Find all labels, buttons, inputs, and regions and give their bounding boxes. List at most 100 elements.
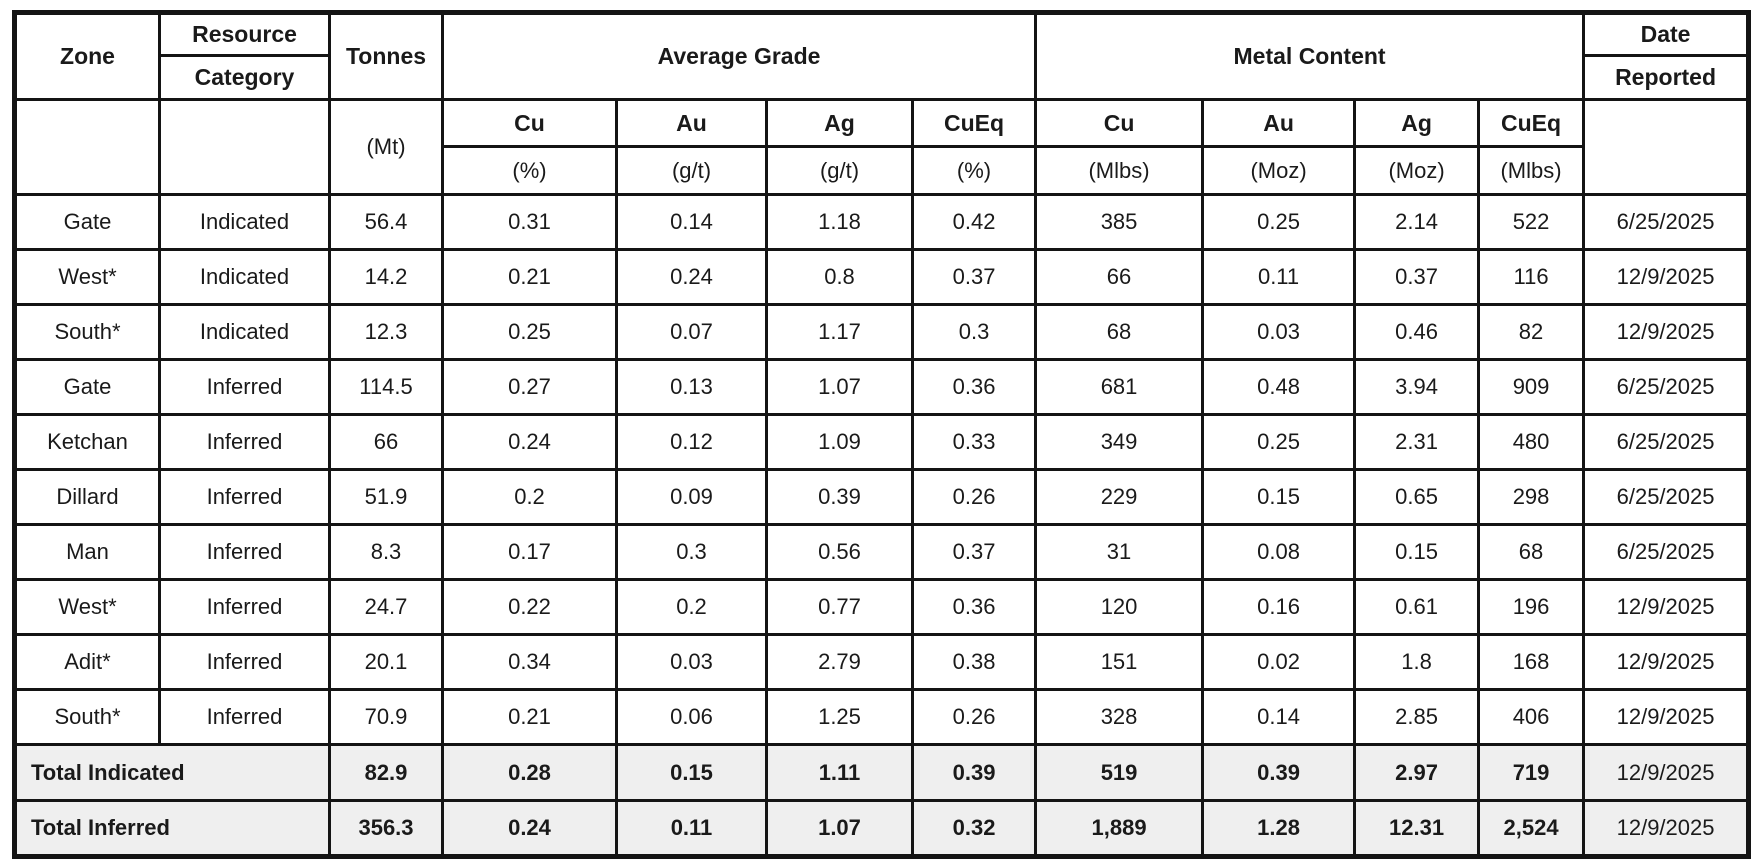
tonnes-cell: 82.9 — [328, 743, 444, 802]
zone-cell: Dillard — [13, 468, 161, 526]
grade-ag-cell: 0.77 — [765, 578, 914, 636]
grade-cu-cell: 0.21 — [441, 688, 618, 746]
date-cell: 12/9/2025 — [1582, 303, 1751, 361]
zone-cell: Gate — [13, 193, 161, 251]
metal-cu-cell: 151 — [1034, 633, 1205, 691]
grade-cu-cell: 0.24 — [441, 413, 618, 471]
tonnes-cell: 8.3 — [328, 523, 444, 581]
metal-ag-cell: 2.31 — [1353, 413, 1481, 471]
date-cell: 6/25/2025 — [1582, 468, 1751, 526]
total-row: Total Indicated 82.9 0.28 0.15 1.11 0.39 519 0.… — [13, 743, 1751, 802]
grade-ag-header: Ag — [765, 98, 914, 148]
grade-au-cell: 0.03 — [615, 633, 768, 691]
date-cell: 6/25/2025 — [1582, 193, 1751, 251]
grade-cueq-cell: 0.42 — [910, 193, 1038, 251]
metal-cu-cell: 120 — [1034, 578, 1205, 636]
grade-cueq-cell: 0.37 — [910, 523, 1038, 581]
category-header: Category — [158, 54, 331, 101]
tonnes-cell: 114.5 — [328, 358, 444, 416]
grade-cu-cell: 0.24 — [441, 799, 618, 858]
tonnes-cell: 24.7 — [328, 578, 444, 636]
metal-cu-cell: 31 — [1034, 523, 1205, 581]
grade-cu-cell: 0.31 — [441, 193, 618, 251]
grade-ag-cell: 1.09 — [765, 413, 914, 471]
grade-au-cell: 0.06 — [615, 688, 768, 746]
grade-ag-cell: 1.07 — [765, 799, 914, 858]
metal-content-header: Metal Content — [1034, 11, 1586, 101]
date-cell: 12/9/2025 — [1582, 688, 1751, 746]
metal-cu-cell: 681 — [1034, 358, 1205, 416]
tonnes-cell: 12.3 — [328, 303, 444, 361]
zone-cell: Adit* — [13, 633, 161, 691]
metal-cu-cell: 1,889 — [1034, 799, 1205, 858]
grade-cu-cell: 0.27 — [441, 358, 618, 416]
date-cell: 6/25/2025 — [1582, 358, 1751, 416]
metal-ag-unit: (Moz) — [1353, 145, 1481, 196]
category-cell: Indicated — [158, 248, 331, 306]
tonnes-cell: 14.2 — [328, 248, 444, 306]
zone-header: Zone — [13, 11, 161, 101]
grade-cueq-header: CuEq — [910, 98, 1038, 148]
tonnes-cell: 56.4 — [328, 193, 444, 251]
zone-cell: Man — [13, 523, 161, 581]
grade-au-cell: 0.09 — [615, 468, 768, 526]
metal-ag-cell: 3.94 — [1353, 358, 1481, 416]
category-cell: Inferred — [158, 413, 331, 471]
metal-ag-cell: 2.14 — [1353, 193, 1481, 251]
grade-cueq-unit: (%) — [910, 145, 1038, 196]
grade-ag-unit: (g/t) — [765, 145, 914, 196]
metal-cueq-cell: 909 — [1477, 358, 1586, 416]
metal-au-header: Au — [1201, 98, 1357, 148]
grade-cueq-cell: 0.37 — [910, 248, 1038, 306]
grade-ag-cell: 1.11 — [765, 743, 914, 802]
grade-cueq-cell: 0.39 — [910, 743, 1038, 802]
grade-cueq-cell: 0.36 — [910, 578, 1038, 636]
grade-cu-cell: 0.2 — [441, 468, 618, 526]
category-cell: Inferred — [158, 468, 331, 526]
tonnes-header: Tonnes — [328, 11, 444, 101]
metal-cu-cell: 519 — [1034, 743, 1205, 802]
metal-ag-cell: 1.8 — [1353, 633, 1481, 691]
metal-au-cell: 0.25 — [1201, 193, 1357, 251]
average-grade-header: Average Grade — [440, 11, 1038, 101]
table-row: South* Indicated 12.3 0.25 0.07 1.17 0.3 68 0.03… — [13, 303, 1751, 361]
metal-cueq-cell: 168 — [1477, 633, 1586, 691]
grade-cu-cell: 0.25 — [441, 303, 618, 361]
grade-au-unit: (g/t) — [615, 145, 768, 196]
metal-ag-cell: 0.61 — [1353, 578, 1481, 636]
metal-au-cell: 0.02 — [1201, 633, 1357, 691]
metal-cu-header: Cu — [1034, 98, 1205, 148]
resource-header: Resource — [158, 11, 331, 57]
metal-cu-unit: (Mlbs) — [1034, 145, 1205, 196]
table-row: West* Inferred 24.7 0.22 0.2 0.77 0.36 120 0.16 0… — [13, 578, 1751, 636]
grade-au-cell: 0.13 — [615, 358, 768, 416]
metal-cu-cell: 229 — [1034, 468, 1205, 526]
category-cell: Indicated — [158, 193, 331, 251]
metal-cueq-cell: 480 — [1477, 413, 1586, 471]
category-cell: Inferred — [158, 688, 331, 746]
grade-au-cell: 0.12 — [615, 413, 768, 471]
table-header: Zone Resource Tonnes Average Grade Metal… — [13, 11, 1751, 196]
total-label-cell: Total Indicated — [13, 743, 331, 802]
date-cell: 12/9/2025 — [1582, 633, 1751, 691]
grade-au-cell: 0.2 — [615, 578, 768, 636]
zone-cell: West* — [13, 248, 161, 306]
grade-ag-cell: 0.56 — [765, 523, 914, 581]
grade-cueq-cell: 0.26 — [910, 688, 1038, 746]
table-row: Man Inferred 8.3 0.17 0.3 0.56 0.37 31 0.08 0.15 6… — [13, 523, 1751, 581]
tonnes-cell: 70.9 — [328, 688, 444, 746]
metal-au-cell: 0.48 — [1201, 358, 1357, 416]
metal-cueq-cell: 196 — [1477, 578, 1586, 636]
grade-ag-cell: 1.18 — [765, 193, 914, 251]
metal-cueq-cell: 82 — [1477, 303, 1586, 361]
date-cell: 12/9/2025 — [1582, 799, 1751, 858]
date-header: Date — [1582, 11, 1751, 57]
zone-cell: South* — [13, 303, 161, 361]
table-row: West* Indicated 14.2 0.21 0.24 0.8 0.37 66 0.11 0… — [13, 248, 1751, 306]
metal-cueq-cell: 406 — [1477, 688, 1586, 746]
metal-cueq-header: CuEq — [1477, 98, 1586, 148]
category-subheader-spacer — [158, 98, 331, 196]
metal-cu-cell: 66 — [1034, 248, 1205, 306]
zone-cell: South* — [13, 688, 161, 746]
metal-ag-header: Ag — [1353, 98, 1481, 148]
